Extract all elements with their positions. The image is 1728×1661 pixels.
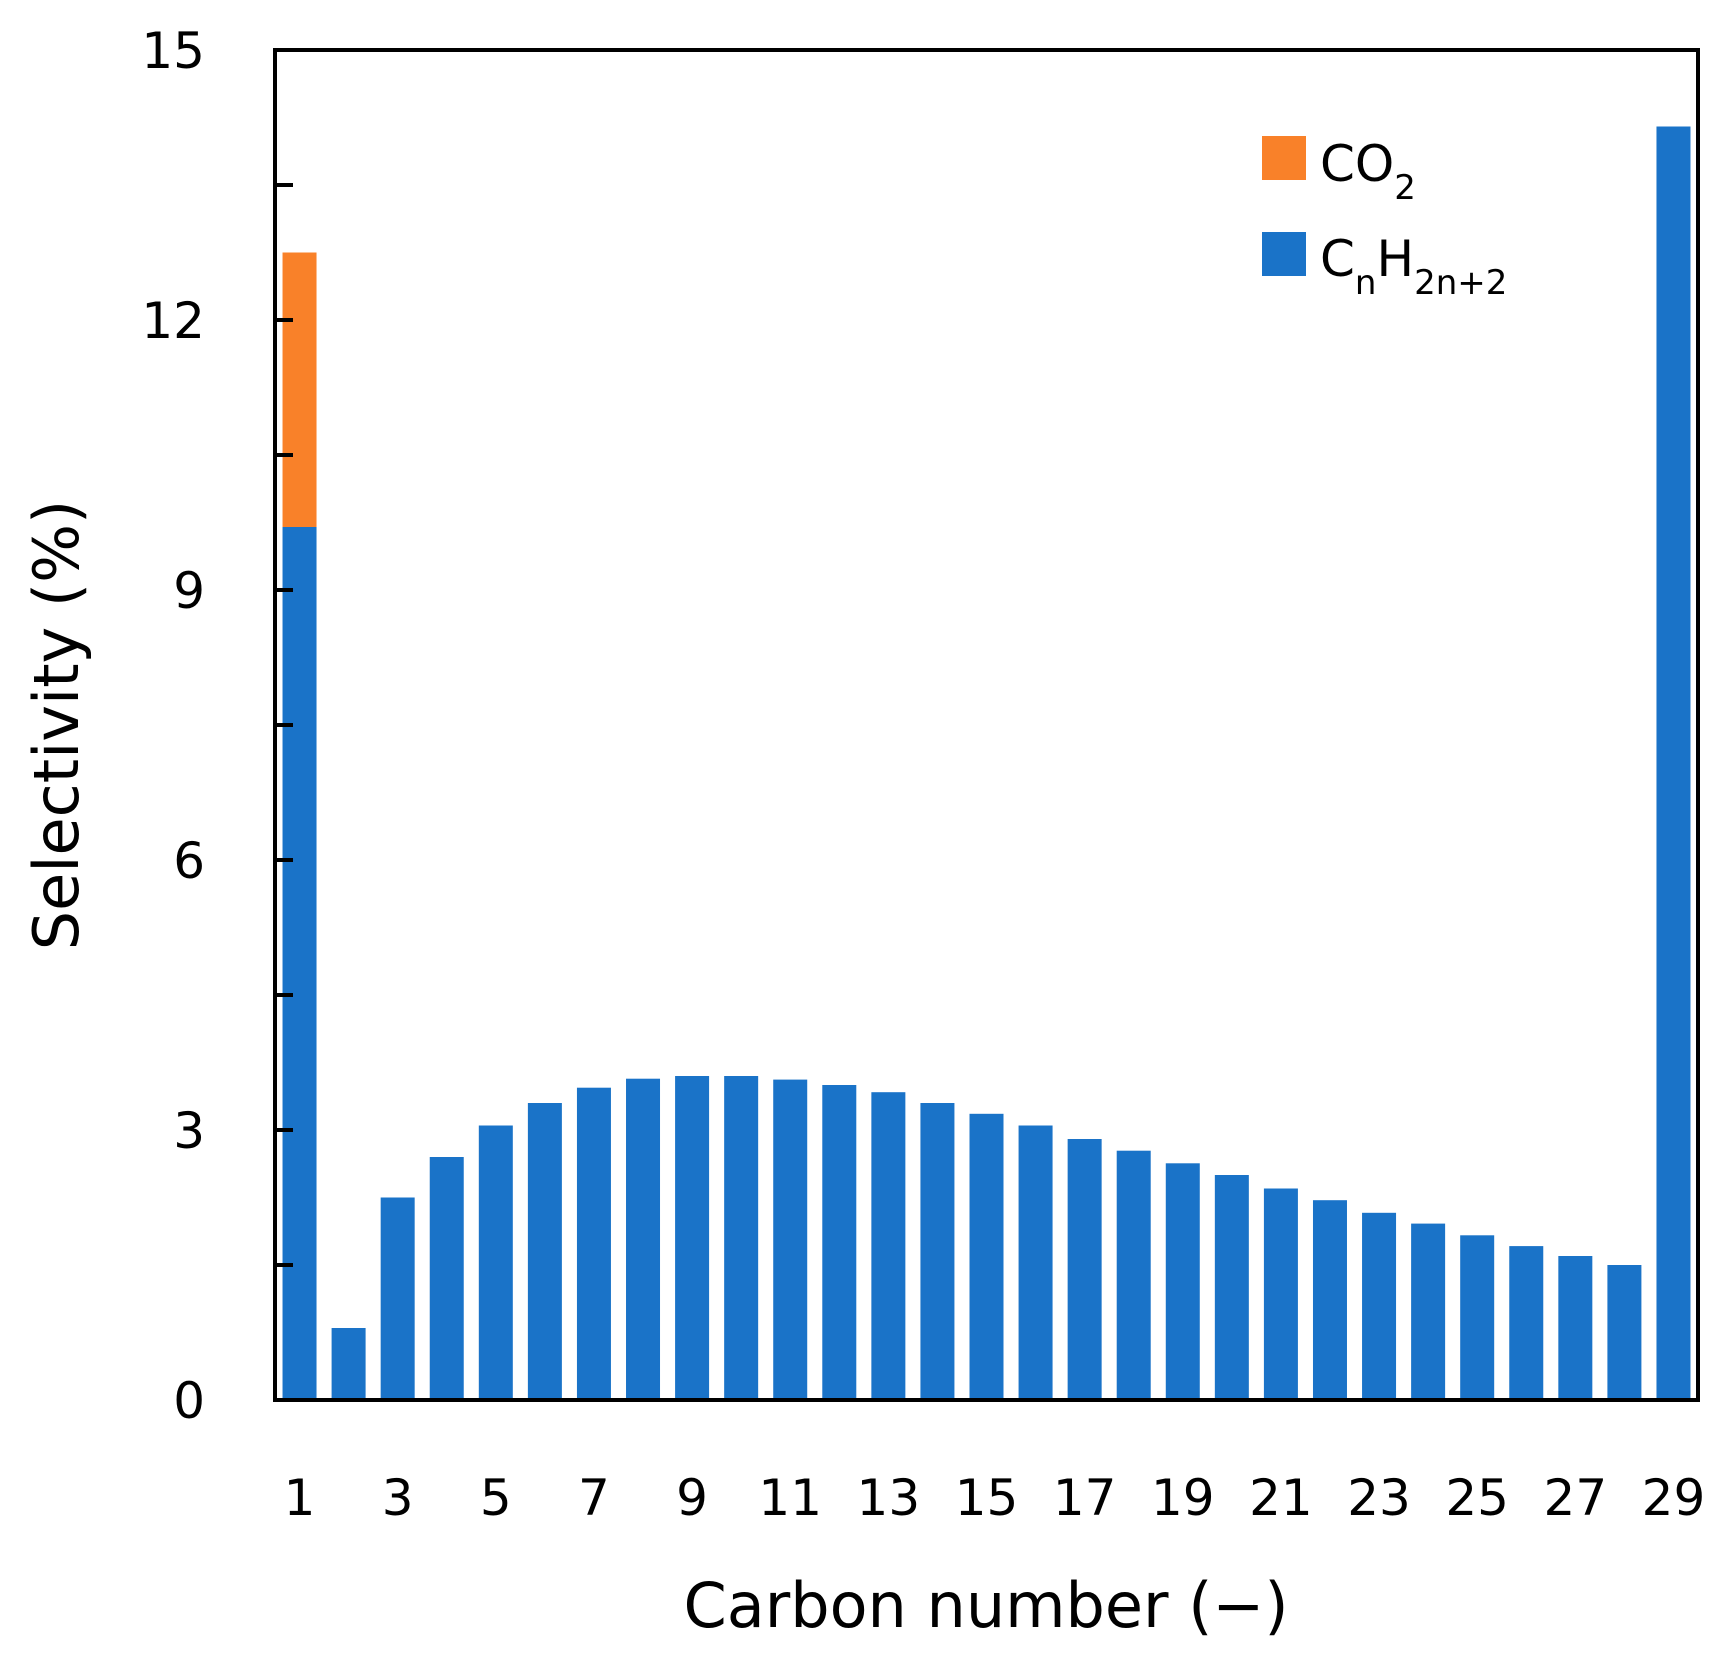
bar-cnh2n2-c17 (1067, 1139, 1102, 1400)
y-axis-title: Selectivity (%) (20, 500, 93, 950)
bar-cnh2n2-c8 (626, 1078, 661, 1400)
bar-cnh2n2-c28 (1607, 1265, 1642, 1400)
legend-swatch-co2 (1262, 136, 1306, 180)
bar-cnh2n2-c5 (478, 1125, 513, 1400)
x-tick-label: 25 (1445, 1469, 1509, 1527)
bar-cnh2n2-c1 (282, 527, 317, 1400)
bar-cnh2n2-c19 (1165, 1163, 1200, 1400)
x-tick-labels: 1 3 5 7 9 11 13 15 17 19 21 23 25 27 29 (284, 1469, 1706, 1527)
bar-cnh2n2-c3 (380, 1197, 415, 1400)
x-tick-label: 3 (382, 1469, 414, 1527)
x-tick-label: 19 (1151, 1469, 1215, 1527)
bar-cnh2n2-c9 (675, 1076, 710, 1400)
bar-cnh2n2-c13 (871, 1092, 906, 1400)
bar-cnh2n2-c11 (773, 1079, 808, 1400)
y-tick-label: 9 (173, 562, 205, 620)
bar-cnh2n2-c25 (1460, 1235, 1495, 1400)
bar-cnh2n2-c7 (576, 1087, 611, 1400)
bar-cnh2n2-c18 (1116, 1150, 1151, 1400)
bar-cnh2n2-c29 (1656, 126, 1691, 1400)
bar-cnh2n2-c21 (1263, 1188, 1298, 1400)
bars-layer (282, 126, 1691, 1400)
bar-cnh2n2-c12 (822, 1085, 857, 1400)
bar-cnh2n2-c6 (527, 1103, 562, 1400)
x-tick-label: 1 (284, 1469, 316, 1527)
y-tick-label: 15 (141, 22, 205, 80)
y-tick-label: 12 (141, 292, 205, 350)
bar-cnh2n2-c27 (1558, 1256, 1593, 1400)
x-tick-label: 29 (1642, 1469, 1706, 1527)
x-tick-label: 9 (676, 1469, 708, 1527)
bar-cnh2n2-c23 (1362, 1212, 1397, 1400)
x-tick-label: 23 (1347, 1469, 1411, 1527)
x-tick-label: 15 (955, 1469, 1019, 1527)
x-tick-label: 7 (578, 1469, 610, 1527)
x-tick-label: 21 (1249, 1469, 1313, 1527)
bar-cnh2n2-c4 (429, 1157, 464, 1400)
y-tick-label: 3 (173, 1102, 205, 1160)
bar-cnh2n2-c2 (331, 1328, 366, 1400)
x-tick-label: 27 (1544, 1469, 1608, 1527)
y-tick-label: 0 (173, 1372, 205, 1430)
bar-co2-c1 (282, 252, 317, 527)
y-ticks: 0 3 6 9 12 15 (141, 22, 293, 1430)
bar-cnh2n2-c16 (1018, 1125, 1053, 1400)
x-tick-label: 13 (857, 1469, 921, 1527)
legend-label-cnh2n2: CnH2n+2 (1320, 230, 1507, 303)
legend-label-co2: CO2 (1320, 135, 1416, 208)
legend: CO2 CnH2n+2 (1262, 135, 1507, 303)
bar-cnh2n2-c15 (969, 1113, 1004, 1400)
x-axis-title: Carbon number (−) (683, 1569, 1288, 1642)
bar-cnh2n2-c10 (724, 1076, 759, 1400)
bar-cnh2n2-c14 (920, 1103, 955, 1400)
bar-cnh2n2-c20 (1214, 1175, 1249, 1400)
x-tick-label: 17 (1053, 1469, 1117, 1527)
legend-swatch-cnh2n2 (1262, 232, 1306, 276)
y-tick-label: 6 (173, 832, 205, 890)
x-tick-label: 5 (480, 1469, 512, 1527)
bar-cnh2n2-c22 (1312, 1200, 1347, 1400)
bar-cnh2n2-c26 (1509, 1246, 1544, 1400)
bar-cnh2n2-c24 (1411, 1223, 1446, 1400)
x-tick-label: 11 (758, 1469, 822, 1527)
